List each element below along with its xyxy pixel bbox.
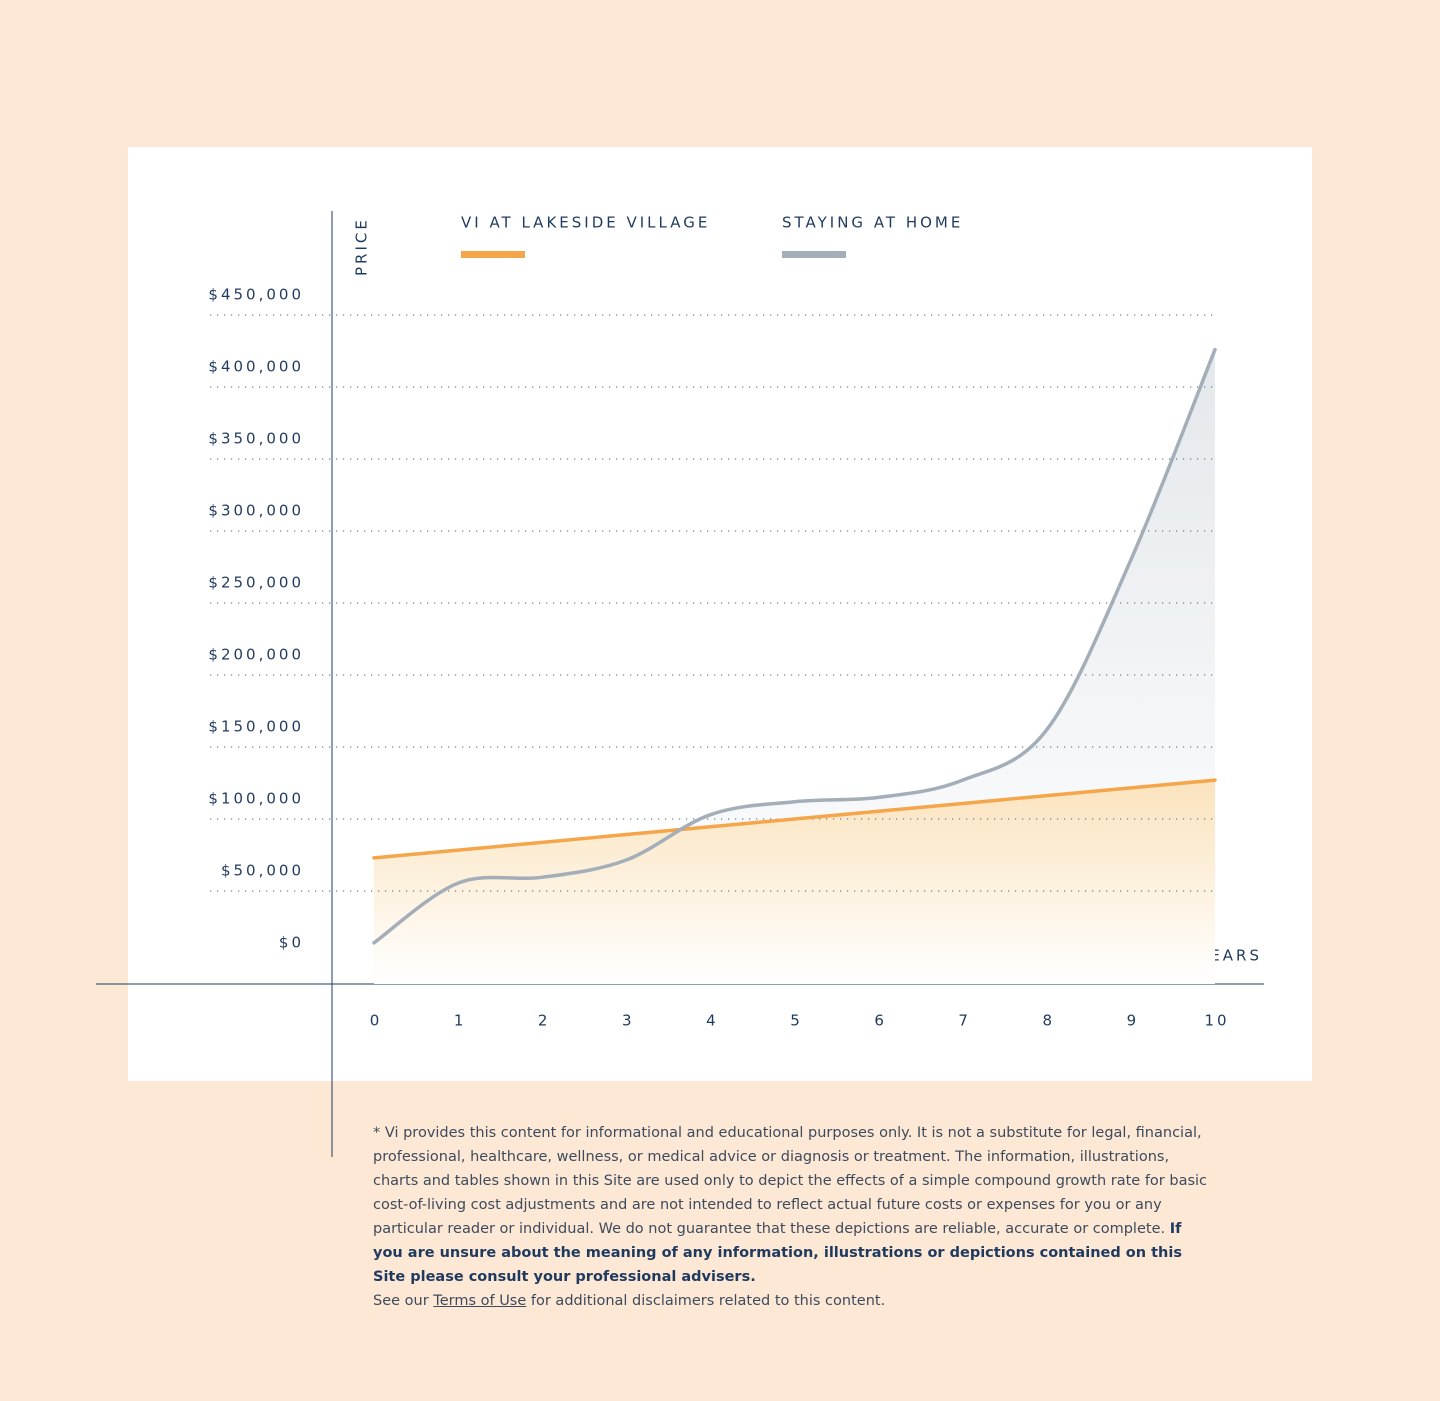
x-tick-label: 10 — [1204, 1012, 1229, 1030]
footnote-text: * Vi provides this content for informati… — [373, 1125, 1208, 1237]
series-area — [374, 780, 1215, 984]
legend-label: STAYING AT HOME — [782, 214, 963, 232]
y-tick-label: $50,000 — [221, 862, 304, 880]
x-tick-label: 0 — [370, 1012, 383, 1030]
terms-link[interactable]: Terms of Use — [433, 1293, 527, 1309]
y-axis-label: PRICE — [353, 217, 371, 276]
x-tick-label: 5 — [790, 1012, 803, 1030]
series-line — [372, 347, 1217, 945]
x-tick-label: 8 — [1043, 1012, 1056, 1030]
legend-label: VI AT LAKESIDE VILLAGE — [461, 214, 710, 232]
footnote-see: See our — [373, 1293, 429, 1309]
y-tick-label: $100,000 — [208, 790, 304, 808]
x-tick-label: 4 — [706, 1012, 719, 1030]
x-tick-label: 2 — [538, 1012, 551, 1030]
y-tick-label: $150,000 — [208, 718, 304, 736]
y-tick-label: $450,000 — [208, 286, 304, 304]
legend-swatch — [461, 251, 525, 258]
y-tick-label: $250,000 — [208, 574, 304, 592]
y-tick-label: $200,000 — [208, 646, 304, 664]
footnote-see-suffix: for additional disclaimers related to th… — [530, 1293, 886, 1309]
y-tick-label: $300,000 — [208, 502, 304, 520]
y-tick-label: $0 — [279, 934, 304, 952]
footnote-bold: If you are unsure about the meaning of a… — [373, 1221, 1182, 1285]
x-tick-label: 3 — [622, 1012, 635, 1030]
y-tick-label: $400,000 — [208, 358, 304, 376]
x-tick-label: 6 — [874, 1012, 887, 1030]
footnote: * Vi provides this content for informati… — [373, 1121, 1213, 1313]
series-line — [372, 778, 1217, 860]
x-tick-label: 9 — [1127, 1012, 1140, 1030]
y-tick-label: $350,000 — [208, 430, 304, 448]
legend-swatch — [782, 251, 846, 258]
x-tick-label: 1 — [454, 1012, 467, 1030]
x-tick-label: 7 — [958, 1012, 971, 1030]
